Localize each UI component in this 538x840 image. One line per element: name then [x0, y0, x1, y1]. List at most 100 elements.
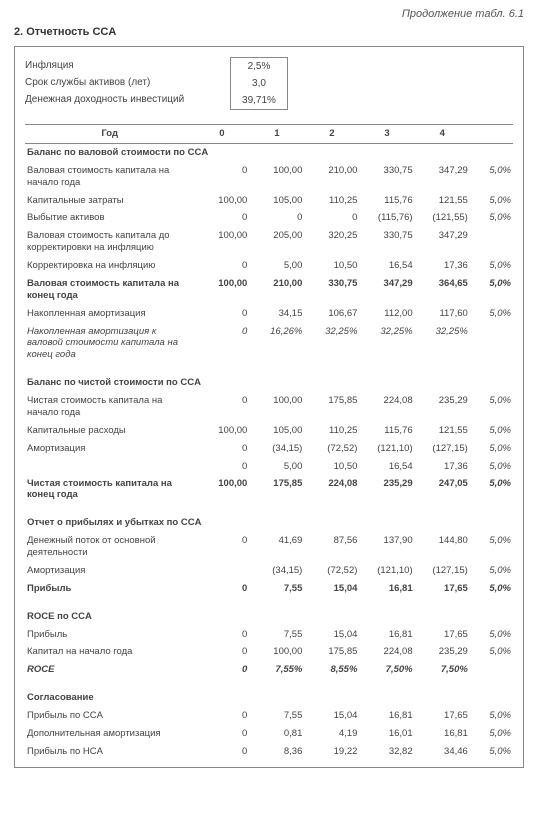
table-row: Выбытие активов000(115,76)(121,55)5,0%: [25, 209, 513, 227]
cell-pct: 5,0%: [470, 562, 513, 580]
assumption-value: 39,71%: [231, 92, 287, 109]
table-row: Накопленная амортизация к валовой стоимо…: [25, 323, 513, 365]
cell-value: 0: [194, 458, 249, 475]
cell-value: 364,65: [415, 275, 470, 305]
cell-value: 144,80: [415, 532, 470, 562]
cell-pct: 5,0%: [470, 209, 513, 227]
cell-value: 16,54: [359, 458, 414, 475]
cell-pct: 5,0%: [470, 643, 513, 661]
cell-value: (115,76): [359, 209, 414, 227]
cell-pct: 5,0%: [470, 257, 513, 275]
cell-pct: [470, 227, 513, 257]
cell-value: 10,50: [304, 257, 359, 275]
section-row: Отчет о прибылях и убытках по CCA: [25, 514, 513, 532]
cell-value: 0: [249, 209, 304, 227]
section-label: Баланс по валовой стоимости по CCA: [25, 143, 513, 161]
cell-value: 7,55: [249, 580, 304, 598]
cell-value: 8,36: [249, 743, 304, 761]
cell-value: 16,81: [359, 580, 414, 598]
cell-value: 16,81: [359, 707, 414, 725]
cell-value: 4,19: [304, 725, 359, 743]
cell-value: 0: [194, 209, 249, 227]
cell-value: 210,00: [249, 275, 304, 305]
year-col: 1: [249, 125, 304, 144]
cell-value: 41,69: [249, 532, 304, 562]
section-label: Согласование: [25, 689, 513, 707]
cell-pct: 5,0%: [470, 162, 513, 192]
cell-value: 17,36: [415, 257, 470, 275]
year-col: 4: [415, 125, 470, 144]
cell-value: 0: [194, 725, 249, 743]
row-label: ROCE: [25, 661, 194, 679]
section-row: ROCE по CCA: [25, 608, 513, 626]
cell-value: 105,00: [249, 192, 304, 210]
section-label: ROCE по CCA: [25, 608, 513, 626]
cell-value: 106,67: [304, 305, 359, 323]
cell-value: 19,22: [304, 743, 359, 761]
table-row: Денежный поток от основной деятельности0…: [25, 532, 513, 562]
row-label: Выбытие активов: [25, 209, 194, 227]
cell-value: 0: [194, 162, 249, 192]
cell-value: (72,52): [304, 562, 359, 580]
row-label: Прибыль по HCA: [25, 743, 194, 761]
cell-value: 15,04: [304, 580, 359, 598]
cell-value: 175,85: [304, 643, 359, 661]
cell-pct: 5,0%: [470, 707, 513, 725]
cell-value: (121,10): [359, 562, 414, 580]
row-label: Капитал на начало года: [25, 643, 194, 661]
cell-value: 0: [194, 257, 249, 275]
cell-value: 175,85: [249, 475, 304, 505]
cell-value: 0: [194, 743, 249, 761]
cell-value: 100,00: [249, 162, 304, 192]
cell-value: 10,50: [304, 458, 359, 475]
data-table: Год 0 1 2 3 4 Баланс по валовой стоимост…: [25, 124, 513, 761]
cell-value: 15,04: [304, 707, 359, 725]
spacer-row: [25, 679, 513, 689]
cell-value: 224,08: [304, 475, 359, 505]
cell-value: 210,00: [304, 162, 359, 192]
cell-value: 205,00: [249, 227, 304, 257]
cell-value: 17,36: [415, 458, 470, 475]
cell-pct: 5,0%: [470, 458, 513, 475]
cell-value: 0: [194, 626, 249, 644]
cell-pct: 5,0%: [470, 192, 513, 210]
row-label: Валовая стоимость капитала на начало год…: [25, 162, 194, 192]
section-label: Баланс по чистой стоимости по CCA: [25, 374, 513, 392]
cell-value: 34,46: [415, 743, 470, 761]
section-row: Баланс по валовой стоимости по CCA: [25, 143, 513, 161]
cell-value: 224,08: [359, 392, 414, 422]
assumption-label: Инфляция: [25, 57, 230, 74]
cell-value: 8,55%: [304, 661, 359, 679]
section-label: Отчет о прибылях и убытках по CCA: [25, 514, 513, 532]
cell-value: 235,29: [359, 475, 414, 505]
year-col: 0: [194, 125, 249, 144]
row-label: Амортизация: [25, 440, 194, 458]
cell-value: 100,00: [194, 227, 249, 257]
cell-pct: 5,0%: [470, 305, 513, 323]
cell-value: 15,04: [304, 626, 359, 644]
row-label: Чистая стоимость капитала на конец года: [25, 475, 194, 505]
cell-value: 347,29: [415, 162, 470, 192]
year-header-row: Год 0 1 2 3 4: [25, 125, 513, 144]
cell-value: 347,29: [359, 275, 414, 305]
cell-value: 247,05: [415, 475, 470, 505]
cell-value: 320,25: [304, 227, 359, 257]
cell-value: 7,50%: [359, 661, 414, 679]
cell-value: 17,65: [415, 580, 470, 598]
cell-value: 0: [194, 643, 249, 661]
cell-pct: 5,0%: [470, 392, 513, 422]
cell-pct: [470, 323, 513, 365]
cell-value: (72,52): [304, 440, 359, 458]
spacer-row: [25, 598, 513, 608]
cell-value: 330,75: [359, 162, 414, 192]
cell-value: 330,75: [359, 227, 414, 257]
cell-pct: 5,0%: [470, 422, 513, 440]
cell-value: 347,29: [415, 227, 470, 257]
spacer-row: [25, 364, 513, 374]
cell-value: 100,00: [194, 422, 249, 440]
cell-value: 5,00: [249, 458, 304, 475]
row-label: Амортизация: [25, 562, 194, 580]
row-label: Прибыль: [25, 626, 194, 644]
assumption-label: Денежная доходность инвестиций: [25, 91, 230, 108]
cell-value: 7,50%: [415, 661, 470, 679]
